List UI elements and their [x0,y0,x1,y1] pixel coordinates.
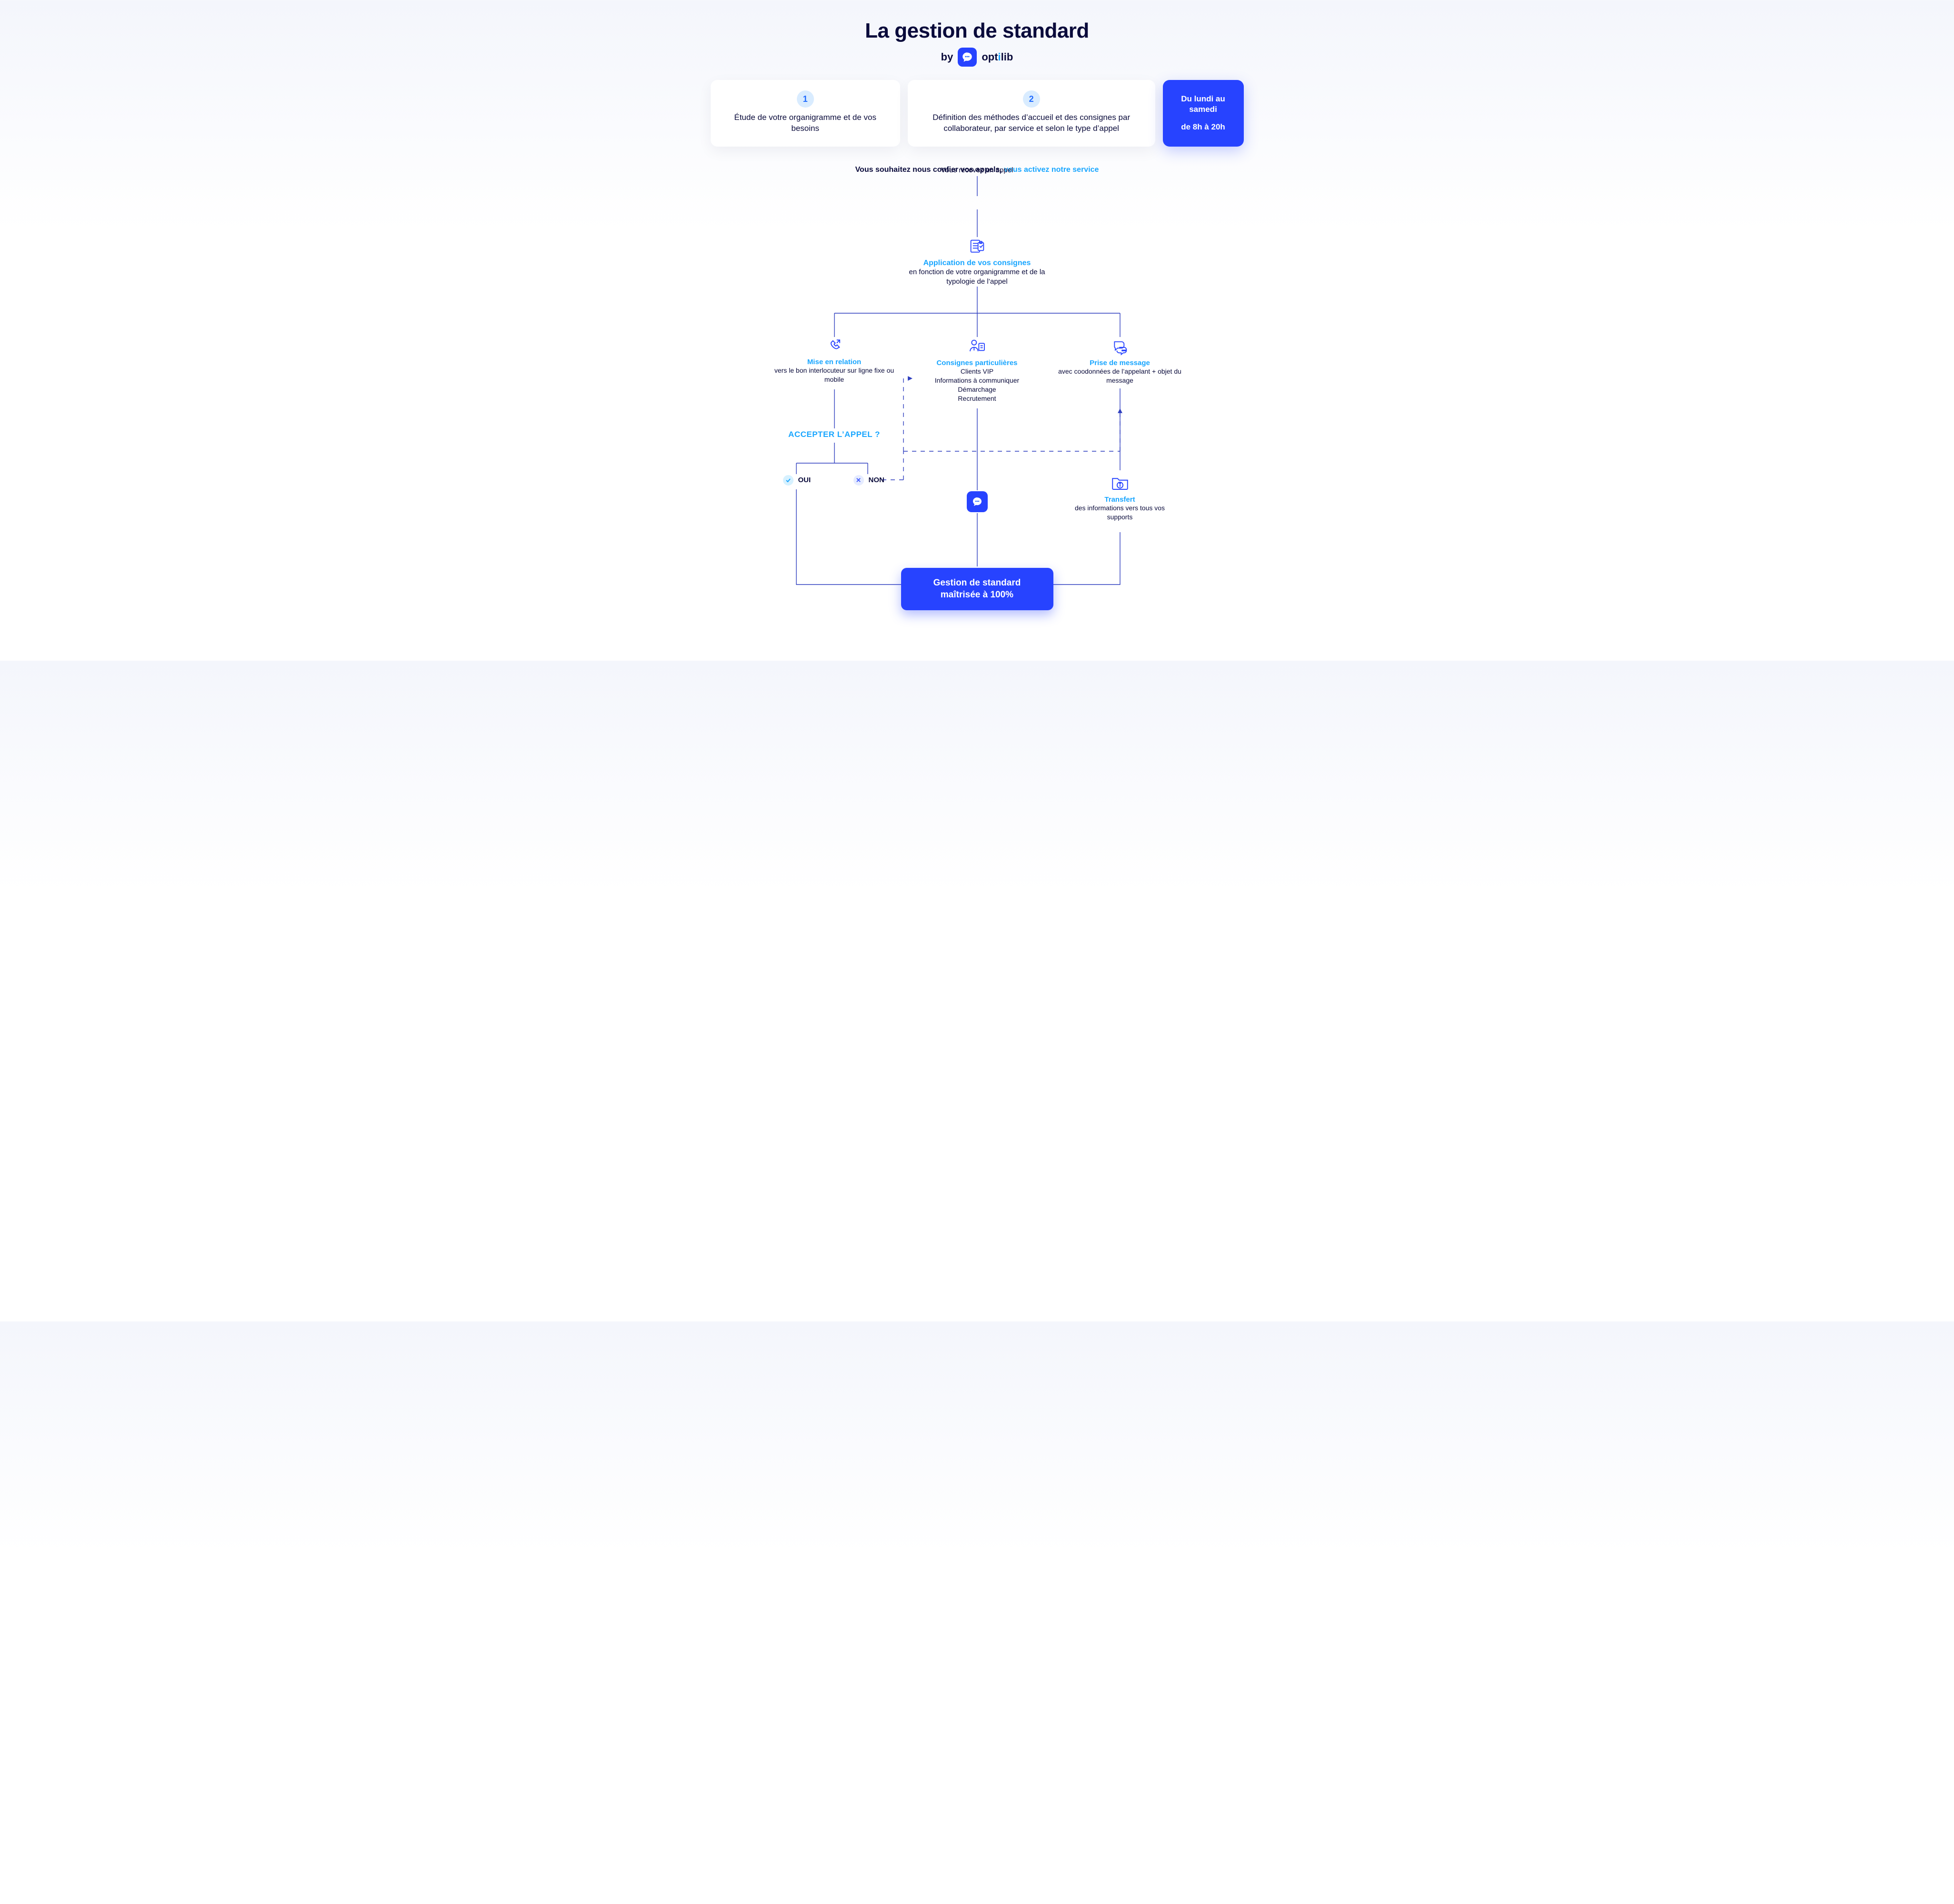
flow-msg-text: avec coodonnées de l’appelant + objet du… [1056,367,1184,385]
step-2-badge: 2 [1023,90,1040,108]
flow-mise-en-relation: Mise en relation vers le bon interlocute… [770,337,899,384]
step-1-badge: 1 [797,90,814,108]
flow-receive-text: Vous recevez un appel [906,166,1049,175]
clipboard-icon [896,237,1058,256]
flow-final-l1: Gestion de standard [917,577,1037,589]
header: La gestion de standard by optilib [711,19,1244,67]
flow-prise-de-message: Prise de message avec coodonnées de l’ap… [1056,337,1184,385]
flow-relay-text: vers le bon interlocuteur sur ligne fixe… [770,366,899,384]
flow-question-text: ACCEPTER L’APPEL ? [773,430,896,439]
flow-transfer-text: des informations vers tous vos supports [1063,504,1177,522]
agent-icon [913,337,1041,356]
flow-consignes-l1: Clients VIP [913,367,1041,376]
page-title: La gestion de standard [711,19,1244,43]
folder-info-icon [1063,473,1177,493]
flow-transfert: Transfert des informations vers tous vos… [1063,473,1177,522]
flow-apply-text: en fonction de votre organigramme et de … [896,268,1058,287]
check-icon [783,475,794,486]
flow-relay-title: Mise en relation [770,358,899,366]
flow-msg-title: Prise de message [1056,359,1184,367]
flow-yes-label: OUI [798,476,811,484]
flow-consignes-l2: Informations à communiquer [913,376,1041,385]
flow-transfer-title: Transfert [1063,496,1177,504]
flow-answer-no: NON [853,475,884,486]
flow-final-l2: maîtrisée à 100% [917,589,1037,601]
flow-apply-title: Application de vos consignes [896,259,1058,268]
hours-times: de 8h à 20h [1173,122,1233,133]
flow-answer-yes: OUI [783,475,811,486]
hours-days: Du lundi au samedi [1173,94,1233,116]
brand-logo-icon [958,48,977,67]
flow-consignes-l3: Démarchage [913,385,1041,394]
flow-consignes-title: Consignes particulières [913,359,1041,367]
step-card-2: 2 Définition des méthodes d’accueil et d… [908,80,1155,147]
cross-icon [853,475,864,486]
step-card-1: 1 Étude de votre organigramme et de vos … [711,80,900,147]
flow-final: Gestion de standard maîtrisée à 100% [901,568,1053,610]
byline: by optilib [941,48,1013,67]
by-label: by [941,51,953,63]
flow-consignes-particulieres: Consignes particulières Clients VIP Info… [913,337,1041,403]
flow-chat-icon [967,491,988,512]
flow-no-label: NON [869,476,884,484]
flow-consignes-l4: Recrutement [913,394,1041,403]
step-1-text: Étude de votre organigramme et de vos be… [723,112,888,134]
brand-name: optilib [982,51,1013,63]
flow-receive-call: Vous recevez un appel [906,166,1049,175]
steps-row: 1 Étude de votre organigramme et de vos … [711,80,1244,147]
flow-accept-question: ACCEPTER L’APPEL ? [773,430,896,439]
flow-apply-consignes: Application de vos consignes en fonction… [896,237,1058,287]
flowchart: Vous souhaitez nous confier vos appels, … [739,166,1215,632]
phone-icon [770,337,899,355]
hours-card: Du lundi au samedi de 8h à 20h [1163,80,1244,147]
chat-icon [967,491,988,512]
step-2-text: Définition des méthodes d’accueil et des… [920,112,1143,134]
chat-bubbles-icon [1056,337,1184,356]
